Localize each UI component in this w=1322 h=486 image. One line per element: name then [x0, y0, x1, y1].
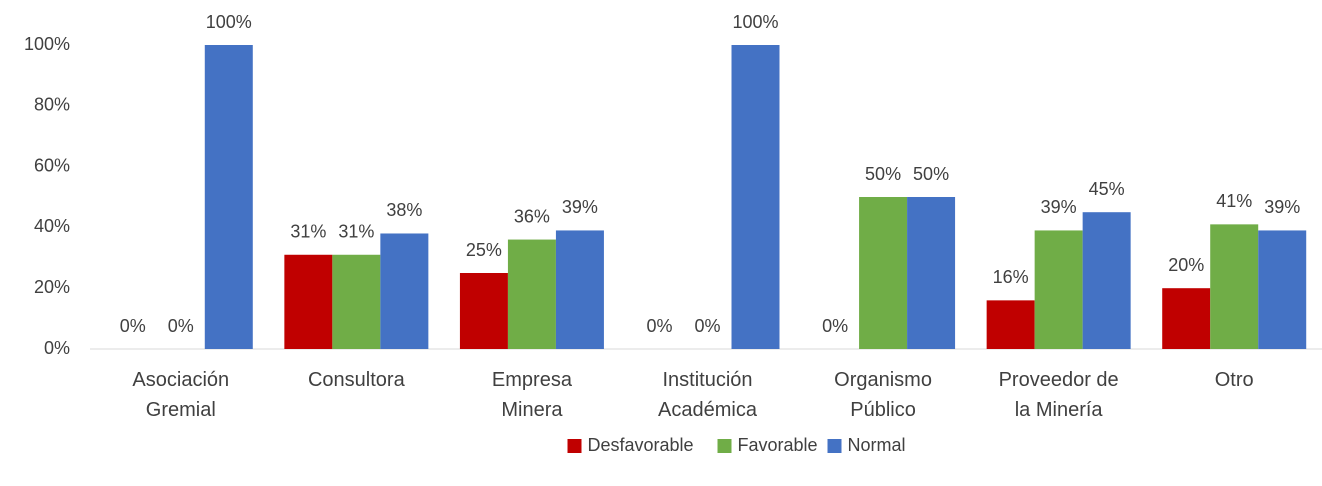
- y-tick-label: 0%: [44, 338, 70, 358]
- legend-swatch: [827, 439, 842, 453]
- bar: [204, 45, 253, 349]
- data-label: 31%: [338, 222, 374, 242]
- y-tick-label: 80%: [34, 95, 70, 115]
- bar: [1034, 230, 1083, 349]
- data-label: 41%: [1216, 191, 1252, 211]
- bar: [859, 197, 908, 349]
- data-label: 39%: [1041, 197, 1077, 217]
- x-tick-label-box: Organismo Público: [834, 369, 932, 421]
- x-tick-label: Institución Académica: [658, 369, 757, 421]
- y-tick-label: 20%: [34, 277, 70, 297]
- x-tick-label-box: Consultora: [307, 369, 405, 391]
- legend-label: Desfavorable: [588, 435, 694, 455]
- data-label: 0%: [694, 316, 720, 336]
- data-label: 16%: [993, 267, 1029, 287]
- x-tick-label-box: Asociación Gremial: [132, 369, 230, 421]
- y-tick-label: 60%: [34, 155, 70, 175]
- bar: [555, 230, 604, 349]
- data-label: 45%: [1089, 179, 1125, 199]
- bar: [380, 233, 429, 349]
- x-tick-label: Consultora: [307, 369, 405, 391]
- bar: [1210, 224, 1259, 349]
- bar: [284, 254, 333, 349]
- legend-label: Favorable: [738, 435, 818, 455]
- x-tick-label: Organismo Público: [834, 369, 932, 421]
- data-label: 38%: [386, 200, 422, 220]
- x-tick-label-box: Otro: [1214, 369, 1254, 391]
- data-label: 100%: [732, 12, 778, 32]
- bar: [1258, 230, 1307, 349]
- bar: [731, 45, 780, 349]
- y-tick-label: 100%: [24, 34, 70, 54]
- legend-swatch: [567, 439, 582, 453]
- data-label: 0%: [120, 316, 146, 336]
- y-tick-label: 40%: [34, 216, 70, 236]
- bar: [459, 273, 508, 349]
- data-label: 39%: [562, 197, 598, 217]
- data-label: 39%: [1264, 197, 1300, 217]
- legend-swatch: [717, 439, 732, 453]
- x-tick-label-box: Proveedor de la Minería: [998, 369, 1119, 421]
- bar: [1082, 212, 1131, 349]
- data-label: 25%: [466, 240, 502, 260]
- data-label: 50%: [913, 164, 949, 184]
- data-label: 36%: [514, 206, 550, 226]
- x-tick-label: Asociación Gremial: [132, 369, 230, 421]
- data-label: 31%: [290, 222, 326, 242]
- x-tick-label-box: Institución Académica: [658, 369, 757, 421]
- data-label: 100%: [206, 12, 252, 32]
- bar: [907, 197, 956, 349]
- data-label: 0%: [646, 316, 672, 336]
- data-label: 50%: [865, 164, 901, 184]
- bar: [332, 254, 381, 349]
- data-label: 0%: [168, 316, 194, 336]
- x-tick-label: Otro: [1214, 369, 1254, 391]
- data-label: 0%: [822, 316, 848, 336]
- data-label: 20%: [1168, 255, 1204, 275]
- bar: [1162, 288, 1211, 349]
- x-tick-label: Proveedor de la Minería: [998, 369, 1119, 421]
- x-tick-label-box: Empresa Minera: [491, 369, 572, 421]
- x-tick-label: Empresa Minera: [491, 369, 572, 421]
- bar: [507, 239, 556, 349]
- legend-label: Normal: [848, 435, 906, 455]
- bar: [986, 300, 1035, 349]
